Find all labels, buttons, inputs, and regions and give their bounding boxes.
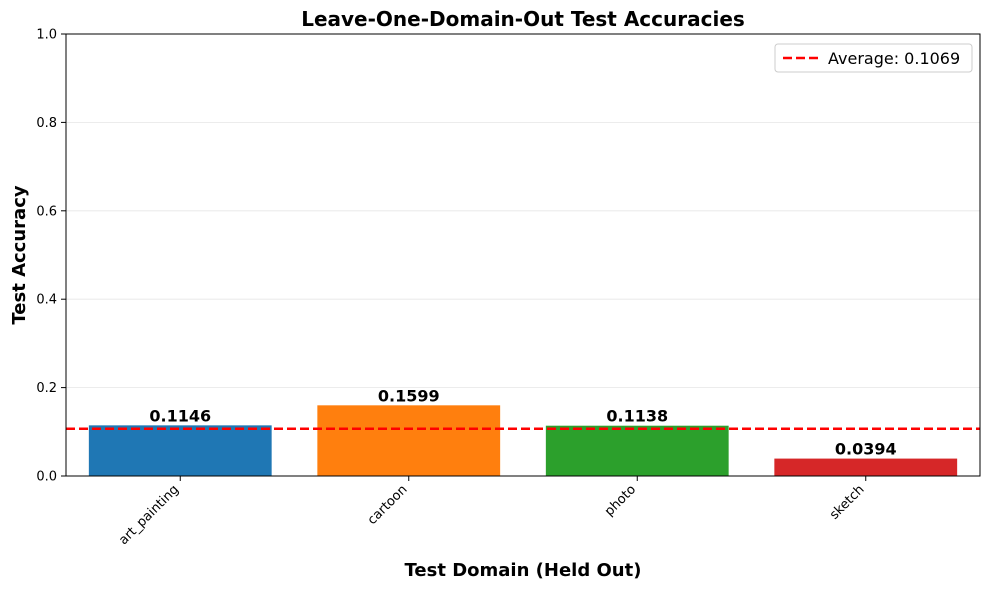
y-axis-label: Test Accuracy bbox=[9, 185, 30, 324]
legend: Average: 0.1069 bbox=[774, 43, 973, 73]
y-tick-label: 0.0 bbox=[36, 470, 57, 485]
legend-label: Average: 0.1069 bbox=[828, 49, 960, 68]
bar-cartoon bbox=[317, 405, 501, 476]
y-axis: 0.0 0.2 0.4 0.6 0.8 1.0 bbox=[36, 28, 66, 485]
bar-value-label: 0.1599 bbox=[378, 386, 440, 405]
y-tick-label: 0.8 bbox=[36, 116, 57, 131]
x-tick-label: sketch bbox=[827, 482, 868, 523]
x-axis: art_painting cartoon photo sketch bbox=[116, 476, 868, 548]
plot-frame bbox=[65, 33, 981, 477]
bar-value-label: 0.0394 bbox=[835, 440, 897, 459]
y-tick-label: 0.2 bbox=[36, 381, 57, 396]
data-labels: 0.1146 0.1599 0.1138 0.0394 bbox=[149, 386, 896, 458]
bar-sketch bbox=[774, 458, 958, 476]
x-axis-label: Test Domain (Held Out) bbox=[405, 560, 642, 581]
legend-box bbox=[774, 43, 973, 73]
chart-title: Leave-One-Domain-Out Test Accuracies bbox=[301, 7, 745, 31]
bar-photo bbox=[545, 425, 729, 476]
bars bbox=[88, 405, 958, 476]
y-tick-label: 1.0 bbox=[36, 28, 57, 43]
bar-value-label: 0.1146 bbox=[149, 406, 211, 425]
y-tick-label: 0.4 bbox=[36, 293, 57, 308]
bar-art-painting bbox=[88, 425, 272, 476]
x-tick-label: cartoon bbox=[365, 482, 411, 528]
x-tick-label: photo bbox=[602, 482, 639, 519]
bar-value-label: 0.1138 bbox=[606, 407, 668, 426]
x-tick-label: art_painting bbox=[116, 482, 182, 548]
y-tick-label: 0.6 bbox=[36, 204, 57, 219]
